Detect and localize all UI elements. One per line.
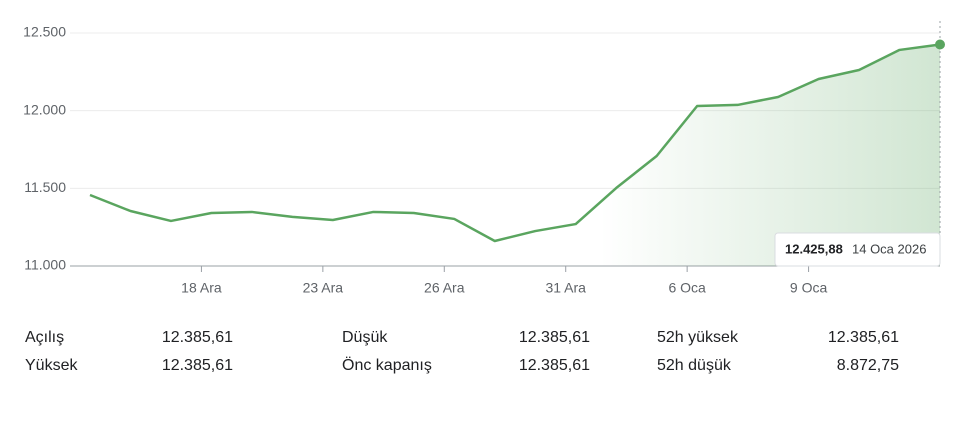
tooltip-date: 14 Oca 2026 xyxy=(852,241,926,256)
stat-label: 52h yüksek xyxy=(657,329,739,346)
stat-label: Yüksek xyxy=(25,357,78,374)
y-tick-label: 12.000 xyxy=(23,101,66,117)
stat-value: 12.385,61 xyxy=(162,357,233,374)
stat-label: Açılış xyxy=(25,329,64,346)
x-tick-label: 31 Ara xyxy=(545,280,586,296)
stat-label: 52h düşük xyxy=(657,357,732,374)
stat-value: 12.385,61 xyxy=(162,329,233,346)
y-tick-label: 11.500 xyxy=(24,179,66,195)
x-tick-label: 23 Ara xyxy=(303,280,344,296)
stat-value: 8.872,75 xyxy=(837,357,899,374)
x-tick-label: 6 Oca xyxy=(668,280,706,296)
x-tick-label: 9 Oca xyxy=(790,280,828,296)
y-tick-label: 12.500 xyxy=(23,24,66,40)
point xyxy=(935,39,945,50)
x-tick-label: 18 Ara xyxy=(181,280,222,296)
tooltip: 12.425,88 14 Oca 2026 xyxy=(774,232,941,267)
area xyxy=(90,44,940,266)
stat-label: Düşük xyxy=(342,329,388,346)
x-tick-label: 26 Ara xyxy=(424,280,465,296)
y-tick-label: 11.000 xyxy=(24,257,66,273)
tooltip-box xyxy=(774,232,941,267)
stat-value: 12.385,61 xyxy=(519,357,590,374)
line xyxy=(89,43,941,243)
stat-value: 12.385,61 xyxy=(519,329,590,346)
tooltip-value: 12.425,88 xyxy=(785,241,843,256)
stat-label: Önc kapanış xyxy=(342,356,432,374)
stat-value: 12.385,61 xyxy=(828,329,899,346)
